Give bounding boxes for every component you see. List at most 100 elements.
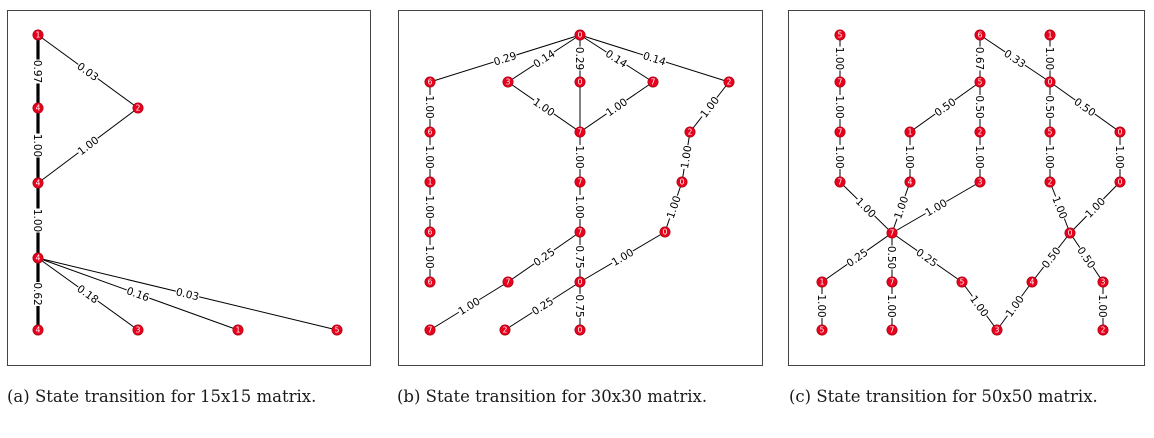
- edge-label-text: 1.00: [1113, 145, 1125, 168]
- edge-label-text: 1.00: [833, 145, 845, 168]
- node-label: 7: [578, 178, 583, 187]
- node-marker: [1044, 126, 1056, 138]
- edge-label-text: 1.00: [973, 145, 985, 168]
- node-h2: 2: [499, 324, 511, 336]
- node-label: 7: [506, 278, 511, 287]
- edge-label-text: 0.03: [175, 286, 201, 303]
- node-label: 0: [1048, 78, 1053, 87]
- edge-label-n2-n4: 1.00: [31, 133, 44, 158]
- edge-label-p2-p3: 1.00: [833, 95, 846, 119]
- node-marker: [1044, 176, 1056, 188]
- edge-label-x2-x2b: 1.00: [885, 294, 898, 318]
- node-e2: 2: [684, 126, 696, 138]
- node-d: 7: [647, 76, 659, 88]
- edge-label-x3-z: 1.00: [967, 293, 992, 319]
- node-label: 1: [36, 31, 41, 40]
- node-label: 1: [1048, 31, 1053, 40]
- edge-label-text: 1.00: [423, 145, 435, 168]
- node-q1: 6: [974, 29, 986, 41]
- node-h: 0: [574, 276, 586, 288]
- edge-label-text: 0.29: [492, 50, 518, 68]
- node-marker: [32, 252, 44, 264]
- edge-label-text: 0.25: [530, 295, 556, 318]
- node-p2: 7: [834, 76, 846, 88]
- node-label: 1: [908, 128, 913, 137]
- node-label: 0: [578, 31, 583, 40]
- edge-label-text: 0.33: [1001, 48, 1027, 71]
- node-label: 6: [428, 128, 433, 137]
- node-label: 0: [1118, 178, 1123, 187]
- figure-frame: [398, 10, 763, 366]
- node-X: 7: [886, 227, 898, 239]
- edge-label-a3-a4: 1.00: [423, 195, 436, 219]
- edge-label-text: 1.00: [423, 195, 435, 218]
- node-label: 2: [136, 104, 141, 113]
- node-p4: 7: [834, 176, 846, 188]
- node-label: 7: [890, 326, 895, 335]
- edge-label-X-x3: 0.25: [914, 246, 940, 270]
- edge-label-h-h3: 0.75: [573, 294, 586, 318]
- edge-label-s2-X: 1.00: [891, 194, 911, 221]
- node-label: 5: [960, 278, 965, 287]
- node-marker: [424, 126, 436, 138]
- edge-label-r-e: 0.14: [641, 49, 668, 69]
- node-marker: [974, 76, 986, 88]
- node-m2: 7: [574, 176, 586, 188]
- edge-label-Y-y1: 0.50: [1039, 244, 1064, 271]
- edge-label-a4-a5: 1.00: [423, 245, 436, 269]
- edge-label-m2-m3: 1.00: [573, 195, 586, 219]
- node-marker: [834, 176, 846, 188]
- edge-label-text: 0.25: [914, 247, 940, 270]
- edge-label-text: 1.00: [531, 96, 557, 119]
- graph-a: 0.97 0.03 1.00 1.00 1.00 0.62 0.18 0.16 0.03 1 4 2 4…: [7, 10, 371, 366]
- caption-b: (b) State transition for 30x30 matrix.: [397, 387, 708, 406]
- edge-label-text: 1.00: [31, 209, 43, 232]
- node-label: 2: [688, 128, 693, 137]
- edge-label-text: 0.50: [932, 96, 958, 119]
- edge-label-x1-x1b: 1.00: [815, 294, 828, 318]
- node-marker: [834, 126, 846, 138]
- edge-label-X-x2: 0.50: [885, 245, 898, 270]
- node-marker: [574, 276, 586, 288]
- edge-label-n5-n7: 0.18: [75, 282, 101, 306]
- node-n5: 4: [32, 252, 44, 264]
- edge-label-text: 0.50: [973, 95, 985, 118]
- node-z: 3: [991, 324, 1003, 336]
- node-marker: [723, 76, 735, 88]
- edge-label-r-a: 0.29: [491, 49, 518, 68]
- panel-a: 0.97 0.03 1.00 1.00 1.00 0.62 0.18 0.16 0.03 1 4 2 4…: [0, 0, 380, 370]
- node-e4: 0: [659, 226, 671, 238]
- node-u2: 0: [1114, 176, 1126, 188]
- node-k: 7: [502, 276, 514, 288]
- node-label: 2: [978, 128, 983, 137]
- figure-frame: [788, 10, 1145, 366]
- node-marker: [886, 227, 898, 239]
- edge-label-text: 0.25: [531, 246, 557, 269]
- node-label: 5: [1048, 128, 1053, 137]
- node-label: 0: [578, 278, 583, 287]
- edge-label-a-a2: 1.00: [423, 95, 436, 119]
- edge-label-text: 1.00: [423, 95, 435, 118]
- node-marker: [424, 276, 436, 288]
- edge-label-text: 0.03: [75, 60, 101, 83]
- edge-label-y2-y2b: 1.00: [1096, 294, 1109, 318]
- node-label: 5: [838, 31, 843, 40]
- node-marker: [1114, 176, 1126, 188]
- edge-label-text: 1.00: [833, 47, 845, 70]
- node-s2: 4: [904, 176, 916, 188]
- edge-label-text: 0.67: [973, 47, 985, 70]
- node-marker: [574, 76, 586, 88]
- panel-b: 0.29 0.14 0.29 0.14 0.14 1.00 1.00 1.00 1.00 1.00…: [390, 0, 770, 370]
- node-marker: [676, 176, 688, 188]
- edge-label-text: 0.16: [125, 285, 151, 304]
- edge-label-text: 1.00: [1043, 47, 1055, 70]
- node-marker: [574, 324, 586, 336]
- edge-label-text: 1.00: [573, 195, 585, 218]
- node-b: 3: [502, 76, 514, 88]
- node-n8: 1: [232, 324, 244, 336]
- edge-label-n3-n4: 1.00: [75, 133, 101, 158]
- node-a4: 6: [424, 226, 436, 238]
- edge-label-m3-k: 0.25: [531, 245, 557, 269]
- edge-label-n1-n3: 0.03: [75, 59, 101, 84]
- caption-a: (a) State transition for 15x15 matrix.: [7, 387, 317, 406]
